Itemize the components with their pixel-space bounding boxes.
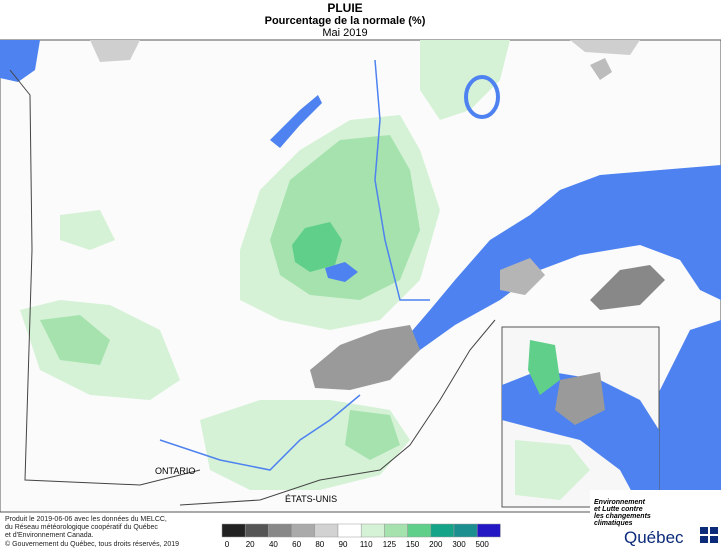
- water: [0, 40, 40, 82]
- legend-swatch: [221, 523, 246, 538]
- logo-box: [590, 490, 721, 549]
- dry-zone: [555, 372, 605, 425]
- legend-label: 200: [429, 540, 443, 549]
- credit-line: © Gouvernement du Québec, tous droits ré…: [5, 540, 179, 548]
- credit-line: Produit le 2019-06-06 avec les données d…: [5, 516, 167, 523]
- legend-swatch: [384, 523, 408, 538]
- map: ONTARIO ÉTATS-UNIS: [0, 39, 721, 513]
- wet-zone: [40, 315, 110, 365]
- dry-zone: [570, 40, 640, 55]
- legend-label: 300: [452, 540, 466, 549]
- water: [270, 95, 322, 148]
- legend-swatch: [453, 523, 478, 538]
- legend-label: 0: [225, 540, 230, 549]
- legend-label: 125: [383, 540, 397, 549]
- legend-swatch: [268, 523, 292, 538]
- legend-label: 80: [315, 540, 324, 549]
- dry-zone: [310, 325, 420, 390]
- region-label: ONTARIO: [155, 466, 195, 476]
- region-label: ÉTATS-UNIS: [285, 494, 337, 504]
- water: [385, 165, 721, 378]
- dry-zone: [500, 258, 545, 295]
- water: [464, 75, 500, 119]
- legend-swatch: [337, 523, 362, 538]
- credit-line: du Réseau météorologique coopératif du Q…: [5, 524, 158, 531]
- dry-zone: [590, 58, 612, 80]
- wet-zone: [292, 222, 342, 272]
- legend-label: 40: [269, 540, 278, 549]
- logo-ministry: Environnement: [594, 499, 646, 506]
- legend-label: 90: [339, 540, 348, 549]
- legend-label: 110: [360, 540, 373, 549]
- legend-swatch: [291, 523, 316, 538]
- river: [159, 59, 430, 471]
- legend-swatch: [314, 523, 339, 538]
- legend-label: 20: [246, 540, 255, 549]
- wet-zone: [528, 340, 560, 395]
- legend-label: 150: [406, 540, 420, 549]
- logo-ministry: climatiques: [594, 520, 633, 527]
- wet-zone: [345, 410, 400, 460]
- legend-label: 500: [476, 540, 490, 549]
- dry-zone: [90, 40, 140, 62]
- legend: 0 20 40 60 80 90 110 125 150 200 300 500: [221, 523, 501, 549]
- water: [502, 370, 659, 507]
- period: Mai 2019: [322, 27, 367, 39]
- wet-zone: [515, 440, 590, 500]
- legend-swatch: [244, 523, 269, 538]
- legend-label: 60: [292, 540, 301, 549]
- legend-swatch: [476, 523, 501, 538]
- water: [325, 262, 358, 282]
- wet-zone: [420, 40, 510, 120]
- legend-swatch: [360, 523, 385, 538]
- logo-flag: [700, 527, 718, 543]
- legend-swatch: [430, 523, 455, 538]
- credits: Produit le 2019-06-06 avec les données d…: [5, 516, 179, 548]
- logo-name: Québec: [624, 528, 684, 547]
- subtitle: Pourcentage de la normale (%): [265, 15, 426, 27]
- border: [9, 69, 496, 506]
- title: PLUIE: [327, 1, 362, 15]
- dry-zone: [590, 265, 665, 310]
- logo-ministry: les changements: [594, 513, 651, 520]
- logo-ministry: et Lutte contre: [594, 506, 643, 513]
- wet-zone: [60, 210, 115, 250]
- credit-line: et d'Environnement Canada.: [5, 532, 94, 539]
- legend-swatch: [407, 523, 432, 538]
